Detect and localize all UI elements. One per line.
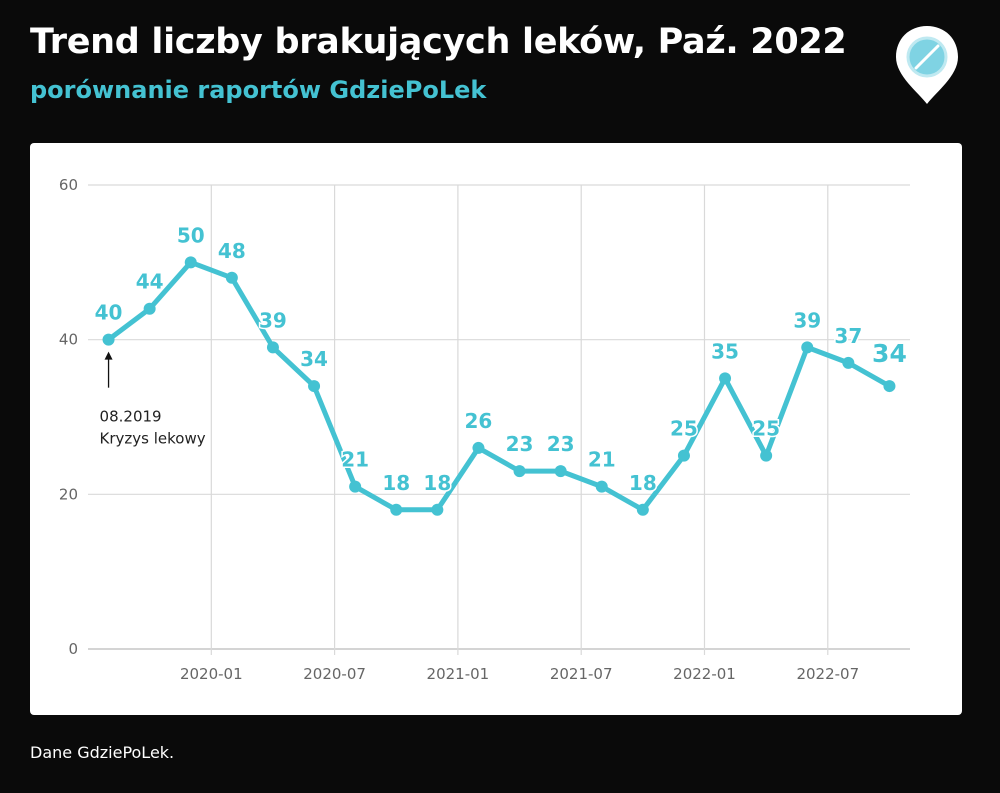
data-point	[883, 380, 896, 393]
x-tick-label: 2021-01	[427, 665, 490, 683]
data-point	[719, 372, 732, 385]
data-label: 23	[547, 432, 575, 456]
data-label: 39	[793, 308, 821, 332]
line-chart: 0 20 40 60 2020-01 2020-07 2021-01 2021-07 2022-…	[59, 176, 910, 683]
annotation-text: Kryzys lekowy	[100, 430, 206, 448]
data-label: 25	[670, 417, 698, 441]
annotation-arrow-head	[104, 351, 113, 360]
data-label: 23	[506, 432, 534, 456]
data-point	[554, 465, 567, 478]
data-label: 21	[341, 448, 369, 472]
data-point	[595, 480, 608, 493]
data-point	[225, 271, 238, 284]
data-label: 50	[177, 223, 205, 247]
data-label: 37	[834, 324, 862, 348]
data-point	[513, 465, 526, 478]
data-label: 34	[872, 339, 907, 368]
data-point	[472, 441, 485, 454]
x-tick-label: 2022-01	[673, 665, 736, 683]
data-label: 39	[259, 308, 287, 332]
data-point	[677, 449, 690, 462]
x-tick-label: 2020-07	[303, 665, 366, 683]
pill-location-pin-icon	[894, 24, 960, 106]
data-label: 40	[95, 301, 123, 325]
x-tick-label: 2021-07	[550, 665, 613, 683]
y-tick-label: 40	[59, 331, 78, 349]
data-point	[390, 503, 403, 516]
data-point	[842, 356, 855, 369]
data-point	[431, 503, 444, 516]
data-point	[143, 302, 156, 315]
y-tick-label: 60	[59, 176, 78, 194]
data-point	[184, 256, 197, 269]
chart-card: 0 20 40 60 2020-01 2020-07 2021-01 2021-07 2022-…	[30, 143, 962, 715]
x-tick-label: 2022-07	[796, 665, 859, 683]
data-label: 26	[465, 409, 493, 433]
data-point	[760, 449, 773, 462]
data-point	[308, 380, 321, 393]
data-source-note: Dane GdziePoLek.	[30, 743, 175, 762]
chart-title: Trend liczby brakujących leków, Paź. 202…	[30, 22, 847, 62]
data-label: 44	[136, 270, 164, 294]
y-tick-label: 20	[59, 485, 78, 503]
data-point	[102, 333, 115, 346]
data-label: 21	[588, 448, 616, 472]
data-point	[266, 341, 279, 354]
annotation-text: 08.2019	[100, 408, 162, 426]
data-point	[801, 341, 814, 354]
data-label: 18	[629, 471, 657, 495]
data-point	[636, 503, 649, 516]
data-point	[349, 480, 362, 493]
series-line	[106, 259, 892, 513]
y-tick-label: 0	[68, 640, 78, 658]
data-label: 35	[711, 339, 739, 363]
data-label: 18	[382, 471, 410, 495]
data-label: 18	[423, 471, 451, 495]
data-label: 25	[752, 417, 780, 441]
data-label: 34	[300, 347, 328, 371]
x-tick-label: 2020-01	[180, 665, 243, 683]
data-label: 48	[218, 239, 246, 263]
chart-subtitle: porównanie raportów GdziePoLek	[30, 76, 487, 104]
